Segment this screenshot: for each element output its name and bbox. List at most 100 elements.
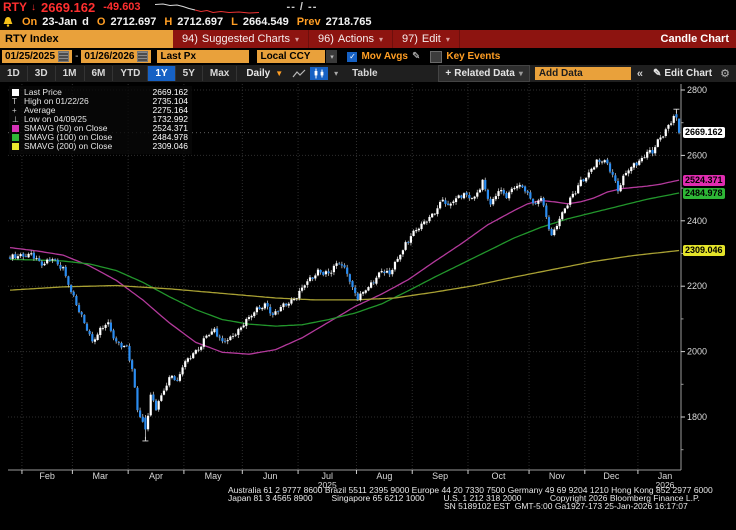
menu-edit[interactable]: 97) Edit ▾ bbox=[393, 30, 460, 48]
period-tabs: 1D 3D 1M 6M YTD 1Y 5Y Max bbox=[0, 66, 238, 81]
chart-toolbar: 1D 3D 1M 6M YTD 1Y 5Y Max Daily ▼ ▾ Table + Rel… bbox=[0, 65, 736, 82]
mov-avgs-checkbox[interactable]: ✓ bbox=[347, 51, 358, 62]
period-tab-3d[interactable]: 3D bbox=[28, 66, 56, 81]
candle-chart-icon[interactable] bbox=[310, 67, 329, 80]
menu-actions[interactable]: 96) Actions ▾ bbox=[309, 30, 393, 48]
period-tab-ytd[interactable]: YTD bbox=[113, 66, 149, 81]
collapse-panel-button[interactable]: « bbox=[636, 67, 643, 80]
chevron-down-icon[interactable]: ▾ bbox=[326, 50, 338, 63]
gear-icon[interactable]: ⚙ bbox=[720, 68, 730, 80]
svg-text:Mar: Mar bbox=[93, 471, 109, 481]
legend-row: Last Price 2669.162 bbox=[12, 88, 188, 97]
legend-label: SMAVG (200) on Close bbox=[24, 141, 113, 151]
svg-text:Feb: Feb bbox=[39, 471, 55, 481]
legend-value: 2484.978 bbox=[152, 132, 188, 142]
smavg-200-badge: 2309.046 bbox=[683, 245, 725, 256]
key-events-label: Key Events bbox=[446, 51, 501, 62]
menu-bar: RTY Index 94) Suggested Charts ▾ 96) Act… bbox=[0, 30, 736, 48]
chevron-down-icon: ▾ bbox=[518, 69, 523, 78]
alert-bell-icon[interactable] bbox=[2, 16, 14, 28]
price-field-input[interactable]: Last Px bbox=[157, 50, 250, 63]
currency-value: Local CCY bbox=[260, 51, 311, 62]
edit-mov-avgs-pencil-icon[interactable]: ✎ bbox=[411, 51, 421, 62]
legend-marker-icon: T bbox=[12, 97, 17, 106]
date-to-input[interactable]: 01/26/2026 bbox=[81, 50, 152, 63]
svg-text:Jun: Jun bbox=[263, 471, 278, 481]
svg-text:Dec: Dec bbox=[603, 471, 620, 481]
low-label: L bbox=[231, 16, 238, 28]
svg-text:2600: 2600 bbox=[687, 150, 707, 160]
legend-row: SMAVG (50) on Close 2524.371 bbox=[12, 124, 188, 133]
date-range-separator: - bbox=[75, 51, 79, 62]
key-events-checkbox[interactable] bbox=[430, 50, 443, 63]
svg-text:2400: 2400 bbox=[687, 216, 707, 226]
svg-text:2000: 2000 bbox=[687, 347, 707, 357]
menu-label: Suggested Charts bbox=[201, 33, 290, 45]
legend-label: SMAVG (50) on Close bbox=[24, 123, 108, 133]
period-tab-1d[interactable]: 1D bbox=[0, 66, 28, 81]
menu-label: Edit bbox=[421, 33, 441, 45]
legend-swatch-icon bbox=[12, 143, 21, 150]
svg-text:2025: 2025 bbox=[318, 480, 337, 490]
chart-legend: Last Price 2669.162 T High on 01/22/26 2735.… bbox=[9, 86, 192, 154]
legend-label: SMAVG (100) on Close bbox=[24, 132, 113, 142]
svg-text:May: May bbox=[205, 471, 223, 481]
legend-label: Low on 04/09/25 bbox=[24, 114, 87, 124]
prev-label: Prev bbox=[296, 16, 321, 28]
session-date: 23-Jan bbox=[42, 16, 78, 28]
menu-label: Actions bbox=[337, 33, 374, 45]
period-tab-5y[interactable]: 5Y bbox=[176, 66, 203, 81]
line-chart-icon[interactable] bbox=[290, 67, 308, 80]
smavg-50-badge: 2524.371 bbox=[683, 174, 725, 186]
price-down-arrow-icon: ↓ bbox=[31, 1, 36, 13]
legend-value: 2524.371 bbox=[152, 123, 188, 133]
footer-contact-line: Australia 61 2 9777 8600 Brazil 5511 239… bbox=[228, 485, 713, 495]
period-tab-1m[interactable]: 1M bbox=[56, 66, 85, 81]
period-tab-max[interactable]: Max bbox=[203, 66, 238, 81]
on-label: On bbox=[22, 16, 38, 28]
period-tab-1y[interactable]: 1Y bbox=[148, 66, 176, 81]
last-price-badge: 2669.162 bbox=[683, 127, 725, 139]
calendar-icon[interactable] bbox=[58, 51, 70, 62]
candle-chart-plot[interactable]: 2800 2600 2400 2200 2000 1800 Feb Mar Apr May Jun J… bbox=[0, 82, 736, 504]
legend-row: SMAVG (100) on Close 2484.978 bbox=[12, 133, 188, 142]
frequency-select[interactable]: Daily bbox=[246, 68, 271, 79]
price-field-value: Last Px bbox=[160, 51, 197, 62]
delayed-flag: d bbox=[82, 16, 89, 28]
calendar-icon[interactable] bbox=[137, 51, 149, 62]
chart-controls-bar: 01/25/2025 - 01/26/2026 Last Px Local CC… bbox=[0, 48, 736, 65]
security-input[interactable]: RTY Index bbox=[0, 30, 173, 48]
related-data-button[interactable]: + Related Data ▾ bbox=[438, 65, 530, 82]
legend-marker-icon: + bbox=[12, 106, 17, 115]
legend-value: 2735.104 bbox=[152, 96, 188, 106]
add-data-input[interactable]: Add Data bbox=[534, 67, 631, 80]
plus-icon: + bbox=[445, 68, 452, 79]
legend-swatch-icon bbox=[12, 89, 21, 96]
chart-style-dropdown-icon[interactable]: ▾ bbox=[334, 69, 339, 78]
related-data-label: Related Data bbox=[454, 68, 515, 79]
svg-text:2026: 2026 bbox=[655, 480, 674, 490]
chevron-down-icon: ▾ bbox=[445, 34, 450, 44]
legend-swatch-icon bbox=[12, 134, 21, 141]
price-chart: 2800 2600 2400 2200 2000 1800 Feb Mar Apr May Jun J… bbox=[0, 82, 736, 504]
high-label: H bbox=[164, 16, 173, 28]
legend-row: + Average 2275.164 bbox=[12, 106, 188, 116]
currency-select[interactable]: Local CCY ▾ bbox=[257, 50, 338, 63]
intraday-sparkline bbox=[154, 2, 259, 14]
chevron-down-icon: ▾ bbox=[378, 34, 383, 44]
quote-header: RTY ↓ 2669.162 -49.603 -- / -- bbox=[0, 0, 736, 15]
svg-text:Aug: Aug bbox=[376, 471, 392, 481]
pencil-icon: ✎ bbox=[652, 68, 662, 79]
menu-suggested-charts[interactable]: 94) Suggested Charts ▾ bbox=[173, 30, 309, 48]
prev-value: 2718.765 bbox=[325, 16, 372, 28]
legend-label: Last Price bbox=[24, 87, 62, 97]
footer-copyright-line: Japan 81 3 4565 8900 Singapore 65 6212 1… bbox=[228, 493, 700, 503]
edit-chart-label: Edit Chart bbox=[664, 68, 713, 79]
svg-text:Jan: Jan bbox=[658, 471, 673, 481]
table-button[interactable]: Table bbox=[352, 68, 378, 79]
chevron-down-icon: ▾ bbox=[294, 34, 299, 44]
period-tab-6m[interactable]: 6M bbox=[85, 66, 114, 81]
open-label: O bbox=[96, 16, 106, 28]
edit-chart-button[interactable]: ✎ Edit Chart bbox=[649, 68, 716, 79]
date-from-input[interactable]: 01/25/2025 bbox=[2, 50, 73, 63]
